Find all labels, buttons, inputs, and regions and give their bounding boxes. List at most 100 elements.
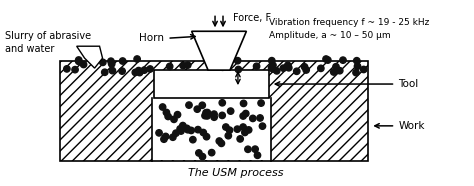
Bar: [60, 61, 368, 161]
Circle shape: [235, 66, 242, 73]
Circle shape: [204, 109, 210, 116]
Circle shape: [156, 130, 162, 136]
Circle shape: [101, 69, 108, 76]
Circle shape: [228, 108, 234, 114]
Circle shape: [199, 153, 206, 160]
Circle shape: [245, 146, 251, 153]
Circle shape: [108, 58, 114, 64]
Bar: [155, 70, 269, 98]
Text: Force, F: Force, F: [233, 13, 271, 23]
Circle shape: [184, 126, 191, 133]
Circle shape: [195, 126, 201, 133]
Circle shape: [109, 61, 115, 67]
Text: Slurry of abrasive
and water: Slurry of abrasive and water: [5, 31, 91, 54]
Circle shape: [200, 129, 207, 136]
Circle shape: [242, 129, 248, 136]
Circle shape: [219, 64, 226, 70]
Circle shape: [269, 57, 275, 64]
Circle shape: [333, 64, 339, 70]
Circle shape: [237, 136, 243, 142]
Circle shape: [268, 65, 275, 71]
Circle shape: [340, 57, 346, 63]
Circle shape: [330, 69, 337, 75]
Circle shape: [209, 149, 215, 156]
Polygon shape: [191, 31, 246, 70]
Circle shape: [165, 113, 171, 120]
Circle shape: [258, 100, 264, 106]
Circle shape: [184, 62, 191, 68]
Circle shape: [216, 138, 222, 144]
Circle shape: [211, 114, 218, 120]
Circle shape: [337, 68, 343, 74]
Circle shape: [240, 100, 247, 107]
Circle shape: [225, 132, 231, 139]
Circle shape: [163, 109, 170, 116]
Circle shape: [318, 65, 324, 72]
Circle shape: [219, 100, 226, 106]
Circle shape: [147, 66, 153, 72]
Circle shape: [72, 66, 78, 73]
Text: Vibration frequency f ~ 19 - 25 kHz
Amplitude, a ~ 10 – 50 μm: Vibration frequency f ~ 19 - 25 kHz Ampl…: [269, 18, 429, 40]
Circle shape: [137, 69, 143, 76]
Circle shape: [136, 67, 142, 74]
Circle shape: [211, 111, 217, 117]
Circle shape: [190, 137, 196, 143]
Circle shape: [223, 124, 229, 130]
Circle shape: [141, 67, 147, 73]
Circle shape: [203, 110, 209, 116]
Circle shape: [64, 66, 70, 72]
Circle shape: [119, 58, 126, 64]
Text: The USM process: The USM process: [188, 168, 284, 178]
Circle shape: [243, 110, 249, 117]
Circle shape: [227, 127, 233, 133]
Circle shape: [301, 64, 308, 70]
Bar: [152, 98, 271, 160]
Circle shape: [355, 63, 361, 69]
Circle shape: [119, 68, 125, 74]
Circle shape: [235, 57, 241, 64]
Circle shape: [75, 58, 82, 65]
Circle shape: [255, 152, 261, 158]
Circle shape: [100, 59, 106, 65]
Circle shape: [204, 113, 210, 119]
Circle shape: [132, 69, 138, 76]
Circle shape: [219, 112, 225, 119]
Circle shape: [284, 62, 291, 68]
Circle shape: [159, 104, 166, 110]
Circle shape: [166, 63, 173, 70]
Circle shape: [280, 65, 287, 71]
Circle shape: [202, 113, 208, 119]
Circle shape: [325, 57, 331, 63]
Text: Horn: Horn: [139, 33, 164, 43]
Circle shape: [199, 102, 205, 108]
Circle shape: [234, 126, 240, 132]
Circle shape: [354, 57, 360, 64]
Circle shape: [270, 66, 276, 72]
Circle shape: [259, 123, 265, 129]
Circle shape: [196, 150, 202, 156]
Circle shape: [293, 68, 300, 74]
Circle shape: [188, 127, 194, 134]
Circle shape: [180, 62, 186, 69]
Circle shape: [170, 134, 176, 140]
Circle shape: [186, 102, 192, 108]
Circle shape: [184, 125, 190, 132]
Circle shape: [254, 63, 260, 70]
Circle shape: [203, 134, 210, 140]
Circle shape: [171, 116, 177, 123]
Circle shape: [178, 128, 184, 134]
Circle shape: [252, 146, 258, 152]
Circle shape: [173, 130, 179, 136]
Circle shape: [163, 133, 169, 140]
Circle shape: [250, 115, 256, 122]
Circle shape: [75, 57, 82, 63]
Circle shape: [303, 67, 310, 73]
Circle shape: [240, 124, 246, 130]
Circle shape: [218, 140, 225, 147]
Circle shape: [323, 56, 329, 62]
Circle shape: [180, 122, 186, 129]
Circle shape: [174, 111, 181, 118]
Text: Tool: Tool: [275, 79, 419, 89]
Circle shape: [246, 127, 252, 133]
Circle shape: [194, 106, 201, 112]
